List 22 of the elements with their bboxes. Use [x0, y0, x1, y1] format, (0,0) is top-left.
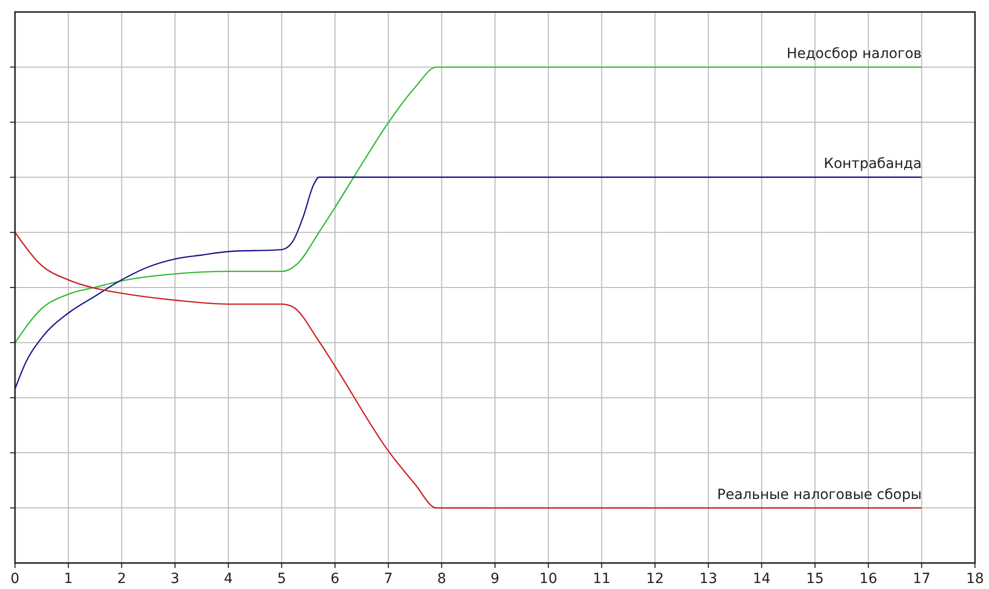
series-label: Контрабанда	[824, 156, 922, 172]
x-tick-label: 5	[277, 571, 286, 587]
x-tick-label: 12	[646, 571, 664, 587]
x-tick-label: 2	[117, 571, 126, 587]
x-tick-label: 15	[806, 571, 824, 587]
x-tick-label: 3	[170, 571, 180, 587]
x-tick-label: 7	[384, 571, 393, 587]
x-tick-label: 18	[966, 571, 984, 587]
x-tick-label: 13	[699, 571, 718, 587]
x-tick-label: 10	[539, 571, 558, 587]
x-tick-label: 14	[752, 571, 771, 587]
x-tick-label: 17	[912, 571, 931, 587]
x-tick-label: 16	[859, 571, 878, 587]
x-tick-label: 11	[592, 571, 611, 587]
x-tick-label: 0	[10, 571, 20, 587]
x-tick-label: 6	[330, 571, 340, 587]
x-tick-label: 1	[64, 571, 73, 587]
x-tick-label: 8	[437, 571, 446, 587]
x-tick-label: 9	[490, 571, 500, 587]
series-label: Реальные налоговые сборы	[717, 486, 922, 503]
series-label: Недосбор налогов	[786, 46, 922, 62]
x-tick-label: 4	[224, 571, 233, 587]
